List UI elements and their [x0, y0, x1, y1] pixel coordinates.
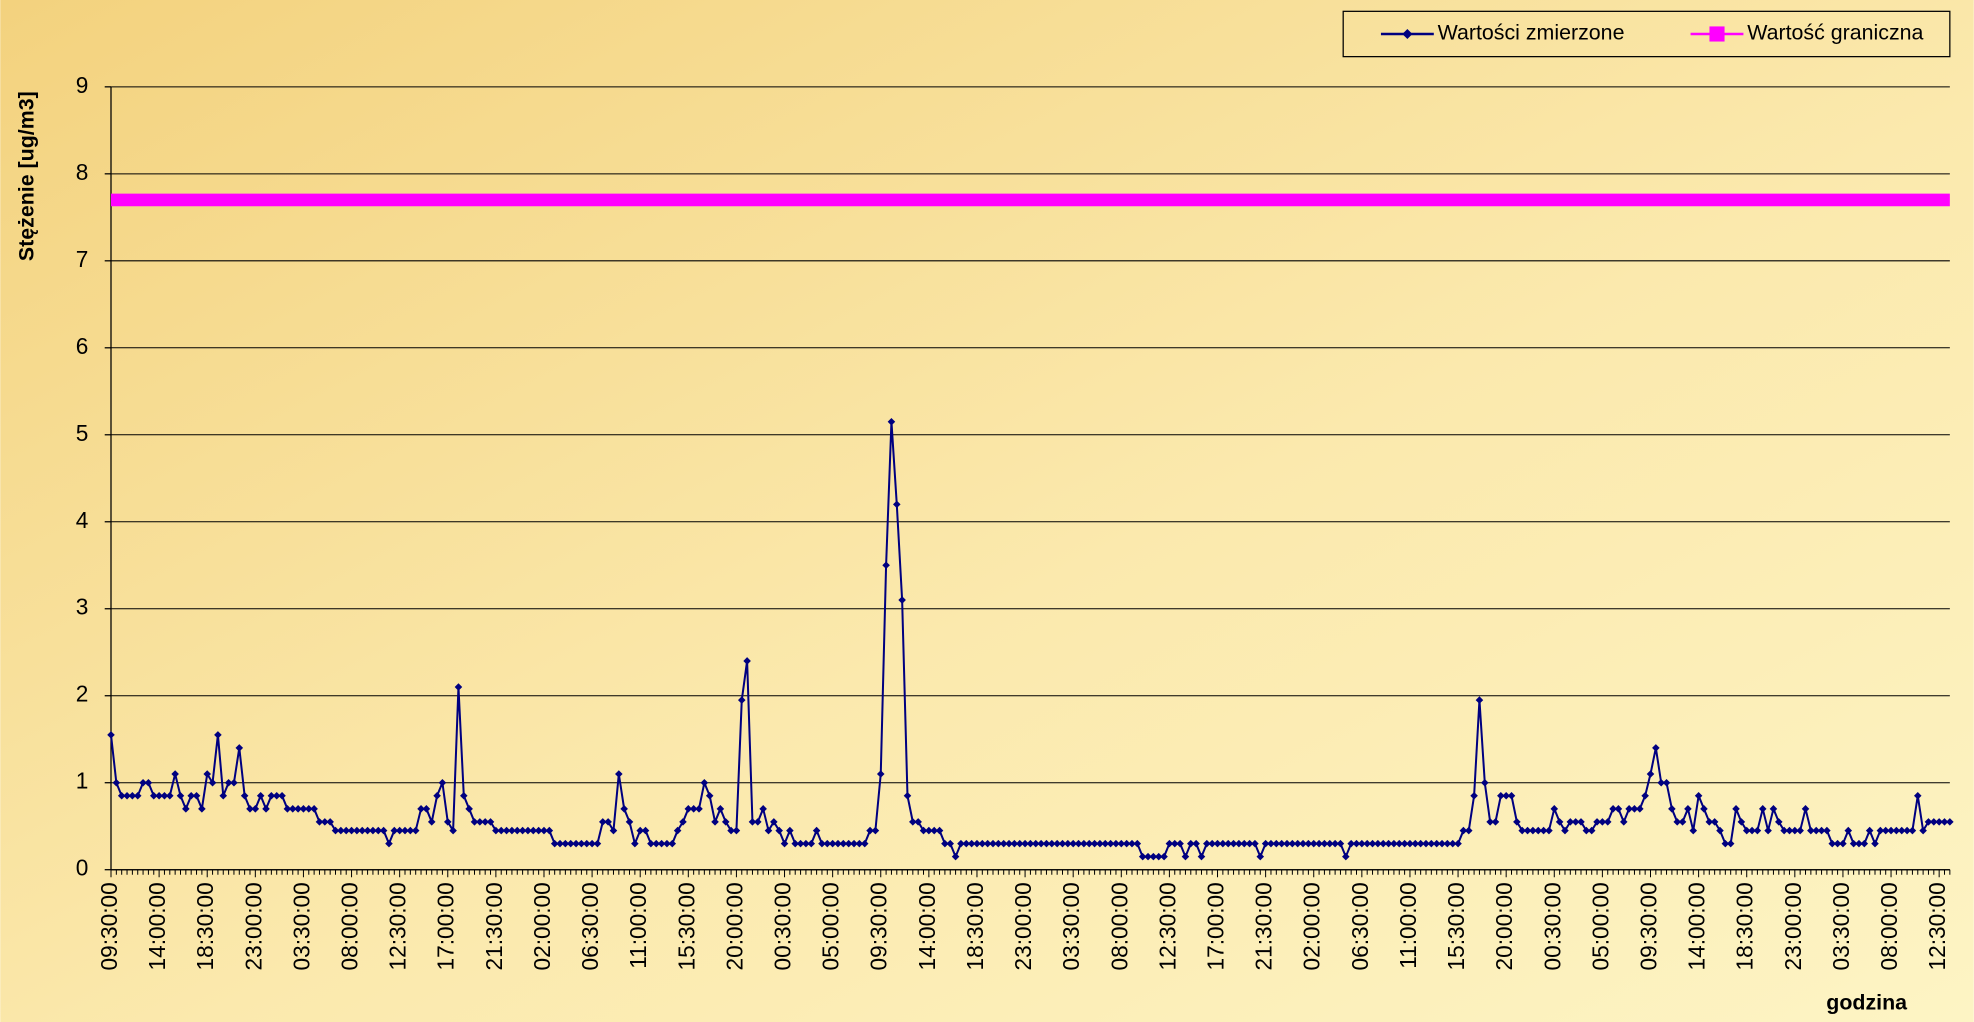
x-tick-label: 12:30:00: [1154, 882, 1180, 970]
x-tick-label: 09:30:00: [1635, 882, 1661, 970]
y-tick-label: 6: [76, 333, 89, 359]
x-tick-label: 21:30:00: [481, 882, 507, 970]
x-tick-label: 11:00:00: [625, 882, 651, 968]
y-tick-label: 7: [76, 246, 89, 272]
legend-label: Wartość graniczna: [1747, 21, 1923, 45]
x-tick-label: 00:30:00: [770, 882, 796, 970]
x-tick-label: 15:30:00: [673, 882, 699, 970]
x-tick-label: 17:00:00: [1202, 882, 1228, 970]
x-tick-label: 11:00:00: [1395, 882, 1421, 968]
y-tick-label: 2: [76, 681, 89, 707]
y-tick-label: 4: [76, 507, 89, 533]
x-axis-title: godzina: [1826, 990, 1908, 1014]
x-tick-label: 14:00:00: [1684, 882, 1710, 970]
y-tick-label: 5: [76, 420, 89, 446]
x-tick-label: 18:30:00: [192, 882, 218, 970]
y-axis-title: Stężenie [ug/m3]: [15, 91, 39, 261]
background: [0, 0, 1974, 1022]
y-tick-label: 8: [76, 159, 89, 185]
x-tick-label: 14:00:00: [914, 882, 940, 970]
x-tick-label: 23:00:00: [1010, 882, 1036, 970]
x-tick-label: 12:30:00: [385, 882, 411, 970]
legend-marker: [1709, 26, 1724, 41]
x-tick-label: 08:00:00: [1106, 882, 1132, 970]
x-tick-label: 05:00:00: [818, 882, 844, 970]
x-tick-label: 23:00:00: [240, 882, 266, 970]
x-tick-label: 02:00:00: [529, 882, 555, 970]
chart: Stężenie [ug/m3] godzina 0 1 2 3 4 5 6 7 8 9 09:30…: [0, 0, 1974, 1022]
x-tick-label: 18:30:00: [962, 882, 988, 970]
x-tick-label: 15:30:00: [1443, 882, 1469, 970]
x-tick-label: 03:30:00: [288, 882, 314, 970]
y-tick-label: 0: [76, 855, 89, 881]
page: {"chart_data": { "type": "line", "xlabel…: [0, 0, 1974, 1022]
x-tick-label: 05:00:00: [1587, 882, 1613, 970]
x-tick-label: 12:30:00: [1924, 882, 1950, 970]
x-tick-label: 20:00:00: [1491, 882, 1517, 970]
x-tick-label: 09:30:00: [96, 882, 122, 970]
x-tick-label: 03:30:00: [1828, 882, 1854, 970]
x-tick-label: 09:30:00: [866, 882, 892, 970]
x-tick-label: 17:00:00: [433, 882, 459, 970]
legend-label: Wartości zmierzone: [1438, 21, 1625, 45]
x-tick-label: 00:30:00: [1539, 882, 1565, 970]
x-tick-label: 20:00:00: [721, 882, 747, 970]
x-tick-label: 06:30:00: [1347, 882, 1373, 970]
x-tick-label: 08:00:00: [1876, 882, 1902, 970]
x-tick-label: 14:00:00: [144, 882, 170, 970]
x-tick-label: 06:30:00: [577, 882, 603, 970]
y-tick-label: 9: [76, 72, 89, 98]
x-tick-label: 18:30:00: [1732, 882, 1758, 970]
y-tick-label: 1: [76, 768, 89, 794]
x-tick-label: 08:00:00: [337, 882, 363, 970]
x-tick-label: 03:30:00: [1058, 882, 1084, 970]
y-tick-label: 3: [76, 594, 89, 620]
x-tick-label: 23:00:00: [1780, 882, 1806, 970]
x-tick-label: 02:00:00: [1299, 882, 1325, 970]
x-tick-label: 21:30:00: [1251, 882, 1277, 970]
